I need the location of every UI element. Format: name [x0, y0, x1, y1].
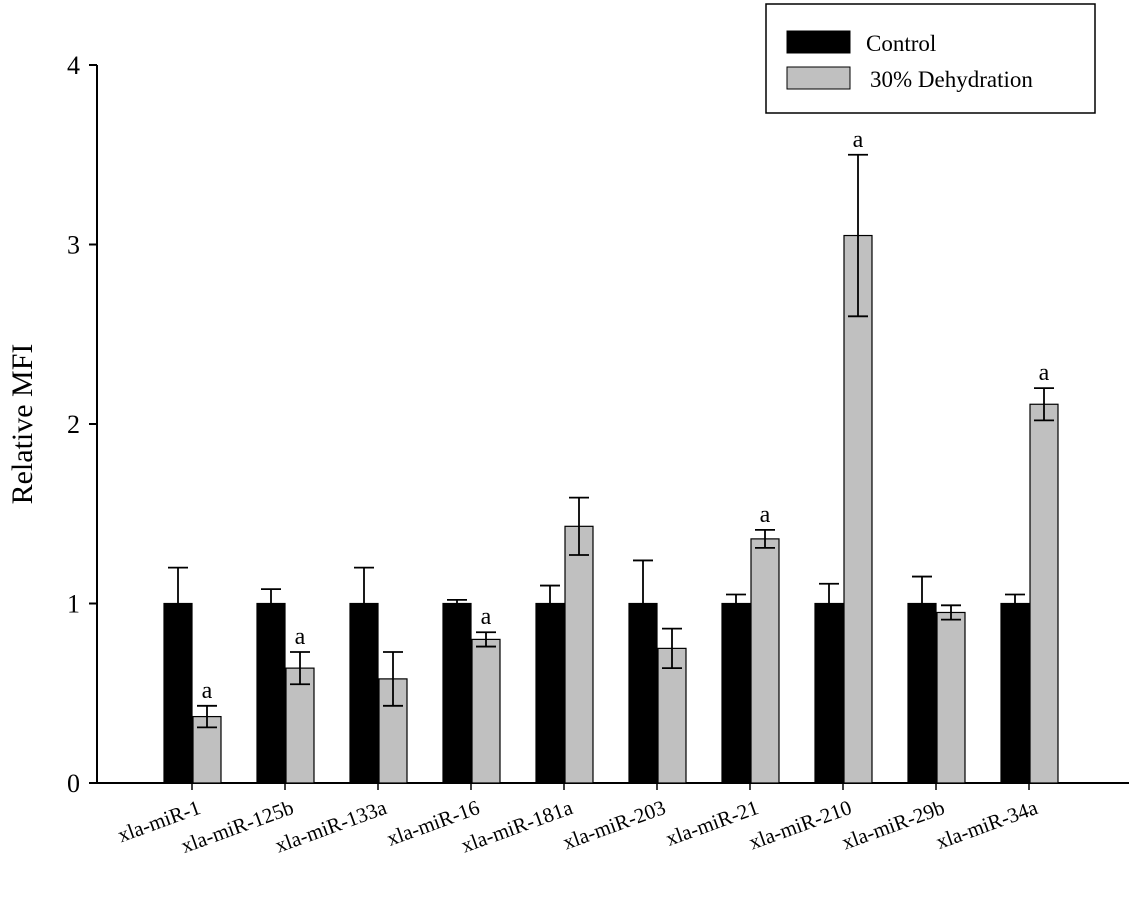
bar-dehydration [285, 667, 315, 784]
bar-control [907, 602, 937, 784]
x-tick-label: xla-miR-203 [560, 795, 669, 854]
y-tick-label: 1 [67, 590, 80, 619]
bar-control [535, 602, 565, 784]
bar-dehydration [657, 647, 687, 784]
y-tick-label: 2 [67, 410, 80, 439]
x-tick-label: xla-miR-34a [933, 795, 1042, 854]
bar-dehydration [936, 611, 966, 784]
significance-label: a [1039, 360, 1050, 386]
bars: a a a a a a [163, 127, 1059, 784]
y-axis-label: Relative MFI [6, 344, 39, 505]
significance-label: a [853, 127, 864, 153]
y-tick-label: 4 [67, 51, 80, 80]
legend-label-control: Control [866, 31, 936, 56]
bar-control [256, 602, 286, 784]
y-tick-label: 3 [67, 231, 80, 260]
bar-control [163, 602, 193, 784]
bar-dehydration [750, 538, 780, 784]
legend-box [765, 3, 1096, 114]
x-tick-label: xla-miR-210 [746, 795, 855, 854]
bar-dehydration [1029, 403, 1059, 784]
bar-control [349, 602, 379, 784]
bar-control [442, 602, 472, 784]
y-tick-label: 0 [67, 769, 80, 798]
legend: Control 30% Dehydration [765, 3, 1096, 114]
bar-dehydration [843, 234, 873, 784]
bar-dehydration [471, 638, 501, 784]
bar-control [628, 602, 658, 784]
bar-dehydration [564, 525, 594, 784]
significance-label: a [295, 624, 306, 650]
significance-label: a [760, 502, 771, 528]
axes: 01234xla-miR-1xla-miR-125bxla-miR-133axl… [67, 51, 1129, 858]
legend-swatch-dehydration [786, 66, 851, 90]
legend-label-dehydration: 30% Dehydration [870, 67, 1033, 92]
bar-control [721, 602, 751, 784]
significance-label: a [202, 678, 213, 704]
bar-control [1000, 602, 1030, 784]
significance-label: a [481, 604, 492, 630]
legend-swatch-control [786, 30, 851, 54]
x-tick-label: xla-miR-21 [663, 795, 762, 851]
x-tick-label: xla-miR-29b [839, 795, 948, 854]
bar-control [814, 602, 844, 784]
